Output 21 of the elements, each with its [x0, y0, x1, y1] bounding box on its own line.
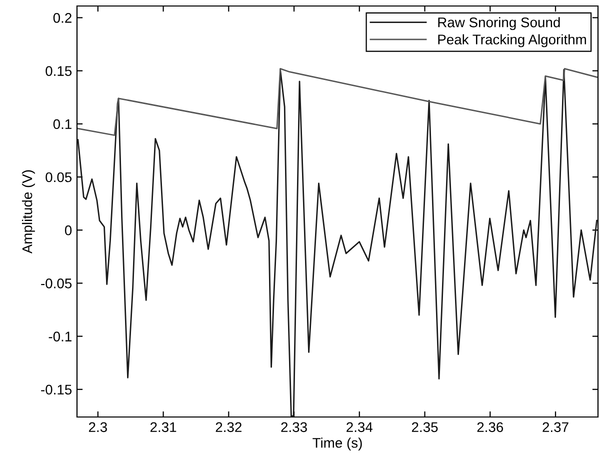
y-tick-label: 0	[64, 225, 72, 236]
y-tick-label: 0.05	[46, 172, 72, 182]
x-tick-label: 2.35	[412, 422, 438, 432]
x-tick-label: 2.34	[346, 422, 373, 432]
y-tick-label: 0.2	[53, 13, 72, 23]
y-tick-label: 0.1	[53, 119, 72, 130]
x-axis-title: Time (s)	[312, 438, 362, 451]
line-series	[77, 68, 598, 136]
x-tick-label: 2.31	[150, 422, 176, 432]
x-tick-label: 2.33	[281, 422, 307, 432]
x-tick-label: 2.37	[542, 422, 568, 432]
legend-label: Peak Tracking Algorithm	[438, 34, 586, 48]
y-axis-title: Amplitude (V)	[22, 170, 35, 254]
x-tick-label: 2.32	[216, 422, 242, 432]
y-tick-label: 0.15	[46, 66, 72, 76]
x-tick-label: 2.36	[477, 422, 504, 432]
y-tick-label: -0.1	[48, 332, 72, 342]
y-tick-label: -0.15	[41, 384, 72, 395]
y-tick-label: -0.05	[41, 278, 72, 288]
legend-label: Raw Snoring Sound	[438, 17, 560, 30]
x-tick-label: 2.3	[88, 422, 107, 432]
